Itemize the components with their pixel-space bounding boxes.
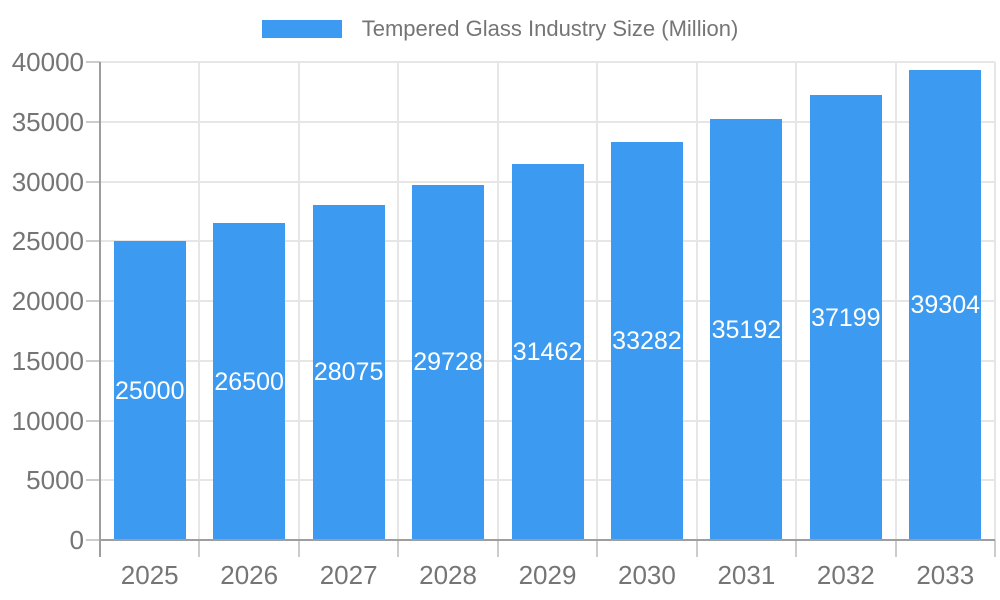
x-axis-tick [397, 540, 400, 557]
y-tick-label: 20000 [11, 286, 84, 316]
gridline-vertical [994, 62, 996, 540]
bar [610, 142, 683, 540]
x-tick-label: 2033 [916, 560, 975, 590]
y-tick-label: 25000 [11, 226, 84, 257]
y-axis-tick [86, 479, 100, 482]
y-axis-tick [86, 120, 100, 123]
x-axis-line [100, 539, 995, 541]
bar [113, 241, 186, 540]
x-tick-label: 2031 [717, 560, 776, 590]
gridline-vertical [695, 62, 698, 540]
gridline-vertical [297, 62, 300, 540]
bar-value-label: 35192 [711, 315, 782, 344]
y-tick-label: 10000 [11, 405, 84, 436]
x-axis-tick [894, 540, 897, 557]
bar [213, 223, 286, 540]
x-axis-tick [198, 540, 201, 557]
gridline-vertical [596, 62, 599, 540]
y-axis-tick [86, 419, 100, 422]
legend-swatch [261, 20, 342, 38]
bar [710, 119, 783, 540]
gridline-vertical [795, 62, 798, 540]
x-tick-label: 2027 [319, 560, 378, 590]
y-axis-tick [86, 240, 100, 243]
gridline-vertical [397, 62, 400, 540]
bar [909, 70, 982, 540]
x-axis-tick [297, 540, 300, 557]
x-tick-label: 2028 [419, 560, 477, 590]
bar-value-label: 25000 [114, 376, 185, 405]
x-tick-label: 2030 [618, 560, 676, 590]
bar [809, 95, 882, 540]
legend: Tempered Glass Industry Size (Million) [0, 13, 1000, 45]
y-axis-line [99, 62, 101, 557]
x-axis-tick [596, 540, 599, 557]
x-tick-label: 2025 [120, 560, 179, 590]
bar-value-label: 26500 [214, 367, 284, 396]
bar-value-label: 37199 [811, 303, 881, 332]
x-tick-label: 2026 [220, 560, 279, 590]
x-axis-tick [695, 540, 698, 557]
y-axis-tick [86, 180, 100, 183]
y-tick-label: 15000 [11, 345, 84, 376]
gridline-vertical [198, 62, 201, 540]
y-tick-label: 30000 [11, 166, 84, 197]
bar [312, 204, 385, 540]
x-axis-tick [496, 540, 499, 557]
y-tick-label: 40000 [11, 47, 84, 77]
gridline-horizontal [100, 61, 995, 63]
legend-label: Tempered Glass Industry Size (Million) [361, 16, 739, 41]
x-tick-label: 2029 [518, 560, 577, 590]
y-axis-tick [86, 61, 100, 63]
x-axis-tick [994, 540, 996, 557]
gridline-vertical [894, 62, 897, 540]
gridline-vertical [496, 62, 499, 540]
y-axis-tick [86, 300, 100, 302]
bar-value-label: 28075 [313, 358, 384, 387]
y-tick-label: 0 [69, 525, 84, 555]
bar-value-label: 31462 [512, 338, 583, 366]
y-tick-label: 35000 [11, 106, 84, 137]
bar-value-label: 29728 [413, 348, 483, 377]
y-axis-tick [86, 539, 100, 541]
bar-value-label: 39304 [910, 291, 981, 320]
gridline-horizontal [100, 120, 995, 123]
x-axis-tick [795, 540, 798, 557]
bar [412, 184, 485, 540]
bar [511, 164, 584, 540]
y-axis-tick [86, 359, 100, 362]
y-tick-label: 5000 [26, 465, 84, 496]
bar-value-label: 33282 [612, 327, 682, 356]
x-tick-label: 2032 [816, 560, 875, 590]
